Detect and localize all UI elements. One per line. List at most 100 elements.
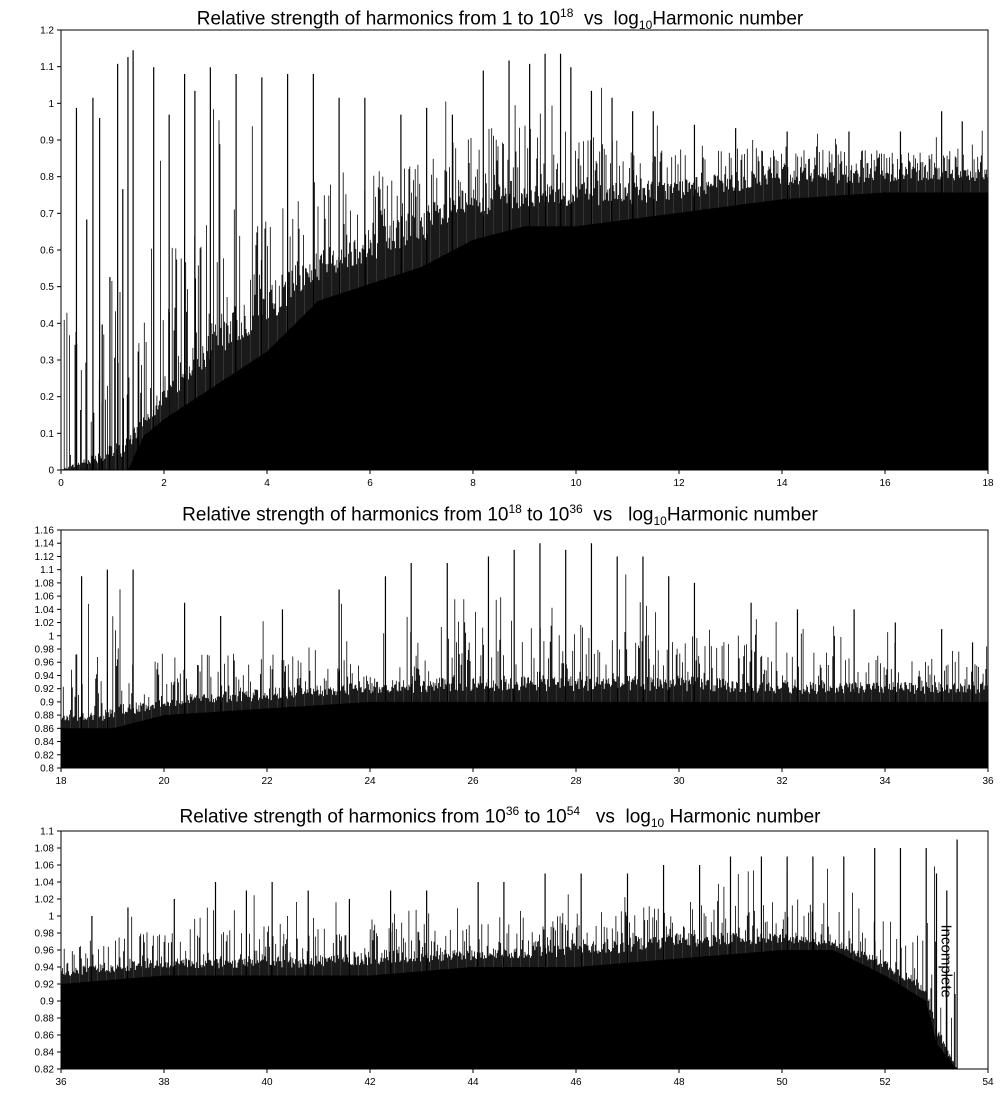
- x-tick-label: 40: [261, 1077, 273, 1088]
- y-tick-label: 1.14: [35, 539, 55, 550]
- data-series: [61, 839, 958, 1069]
- x-tick-label: 36: [982, 776, 994, 787]
- title-sub: 10: [638, 18, 653, 33]
- x-tick-label: 48: [673, 1077, 685, 1088]
- y-tick-label: 1.02: [35, 895, 55, 906]
- title-text: to 10: [519, 806, 567, 828]
- title-text: Relative strength of harmonics from 1 to…: [196, 8, 561, 30]
- y-tick-label: 1.04: [35, 605, 55, 616]
- title-sub: 10: [653, 514, 667, 529]
- title-sub: 10: [650, 816, 665, 831]
- y-tick-label: 0.7: [40, 209, 54, 220]
- title-sup: 18: [560, 6, 574, 20]
- y-tick-label: 0.92: [35, 684, 55, 695]
- x-tick-label: 4: [264, 478, 270, 489]
- title-text: Relative strength of harmonics from 10: [179, 806, 506, 828]
- y-tick-label: 1.08: [35, 844, 55, 855]
- y-tick-label: 0.9: [40, 997, 54, 1008]
- y-tick-label: 0.96: [35, 946, 55, 957]
- x-tick-label: 46: [570, 1077, 582, 1088]
- y-tick-label: 1.2: [40, 26, 54, 37]
- title-sup: 36: [569, 502, 583, 516]
- y-tick-label: 1.02: [35, 618, 55, 629]
- x-tick-label: 34: [879, 776, 891, 787]
- x-tick-label: 26: [467, 776, 479, 787]
- x-tick-label: 16: [879, 478, 891, 489]
- y-tick-label: 0.1: [40, 429, 54, 440]
- title-text: vs log: [582, 504, 654, 526]
- x-tick-label: 12: [673, 478, 685, 489]
- y-tick-label: 0.8: [40, 172, 54, 183]
- y-tick-label: 0.98: [35, 929, 55, 940]
- y-tick-label: 0.6: [40, 246, 54, 257]
- x-tick-label: 36: [55, 1077, 67, 1088]
- x-tick-label: 52: [879, 1077, 891, 1088]
- x-tick-label: 38: [158, 1077, 170, 1088]
- x-tick-label: 8: [470, 478, 476, 489]
- chart-panel-2: Relative strength of harmonics from 1018…: [0, 500, 1000, 800]
- y-tick-label: 1.08: [35, 578, 55, 589]
- title-text: vs log: [573, 8, 639, 30]
- y-tick-label: 1.1: [40, 565, 54, 576]
- y-tick-label: 1.1: [40, 62, 54, 73]
- chart-plot-3: 0.82 0.84 0.86 0.88 0.9 0.92 0.94 0.96 0.98 1 1.02…: [35, 827, 994, 1089]
- y-tick-label: 0.94: [35, 671, 55, 682]
- y-tick-label: 0.86: [35, 1031, 55, 1042]
- x-tick-label: 18: [55, 776, 67, 787]
- y-tick-label: 0.2: [40, 392, 54, 403]
- x-tick-label: 10: [570, 478, 582, 489]
- data-series: [61, 50, 988, 470]
- title-text: Harmonic number: [666, 504, 818, 526]
- x-tick-label: 20: [158, 776, 170, 787]
- y-tick-label: 0.82: [35, 750, 55, 761]
- x-tick-label: 0: [58, 478, 64, 489]
- x-tick-label: 24: [364, 776, 376, 787]
- x-tick-label: 44: [467, 1077, 479, 1088]
- y-tick-label: 0.8: [40, 764, 54, 775]
- chart-title-2: Relative strength of harmonics from 1018…: [0, 502, 1000, 528]
- y-tick-label: 0.9: [40, 697, 54, 708]
- chart-title-3: Relative strength of harmonics from 1036…: [0, 804, 1000, 830]
- y-tick-label: 1.16: [35, 526, 55, 537]
- y-tick-label: 1.12: [35, 552, 55, 563]
- title-sup: 54: [566, 804, 581, 818]
- title-text: vs log: [580, 806, 651, 828]
- chart-plot-2: 0.8 0.82 0.84 0.86 0.88 0.9 0.92 0.94 0.96 0.98 1 1…: [35, 526, 994, 788]
- y-tick-label: 0.5: [40, 282, 54, 293]
- title-text: Harmonic number: [652, 8, 804, 30]
- y-tick-label: 1.04: [35, 878, 55, 889]
- title-sup: 18: [508, 502, 522, 516]
- chart-plot-1: 0 0.1 0.2 0.3 0.4 0.5 0.6 0.7 0.8 0.9 1 1.1 1.2 0 2 4 6 8…: [40, 26, 994, 490]
- y-tick-label: 1.1: [40, 827, 54, 838]
- x-tick-label: 42: [364, 1077, 376, 1088]
- y-tick-label: 1: [48, 631, 54, 642]
- y-tick-label: 0.88: [35, 1014, 55, 1025]
- chart-panel-3: Relative strength of harmonics from 10 36…: [0, 800, 1000, 1100]
- y-tick-label: 0.3: [40, 356, 54, 367]
- y-tick-label: 0.94: [35, 963, 55, 974]
- y-tick-label: 0.96: [35, 658, 55, 669]
- annotation-incomplete: Incomplete: [938, 925, 955, 998]
- x-tick-label: 2: [161, 478, 167, 489]
- title-text: Harmonic number: [664, 806, 821, 828]
- x-tick-label: 22: [261, 776, 273, 787]
- x-tick-label: 6: [367, 478, 373, 489]
- y-tick-label: 1: [48, 912, 54, 923]
- title-text: Relative strength of harmonics from 10: [182, 504, 509, 526]
- x-tick-label: 54: [982, 1077, 994, 1088]
- x-tick-label: 32: [776, 776, 788, 787]
- x-tick-label: 18: [982, 478, 994, 489]
- chart-title-1: Relative strength of harmonics from 1 to…: [0, 6, 1000, 32]
- y-tick-label: 0.82: [35, 1065, 55, 1076]
- y-tick-label: 1: [48, 99, 54, 110]
- y-tick-label: 0.86: [35, 724, 55, 735]
- y-tick-label: 1.06: [35, 861, 55, 872]
- y-tick-label: 0.4: [40, 319, 54, 330]
- y-tick-label: 0.88: [35, 711, 55, 722]
- x-tick-label: 28: [570, 776, 582, 787]
- y-tick-label: 0.9: [40, 136, 54, 147]
- chart-panel-1: Relative strength of harmonics from 1 to…: [0, 0, 1000, 500]
- y-tick-label: 0: [48, 466, 54, 477]
- x-tick-label: 14: [776, 478, 788, 489]
- y-tick-label: 0.92: [35, 980, 55, 991]
